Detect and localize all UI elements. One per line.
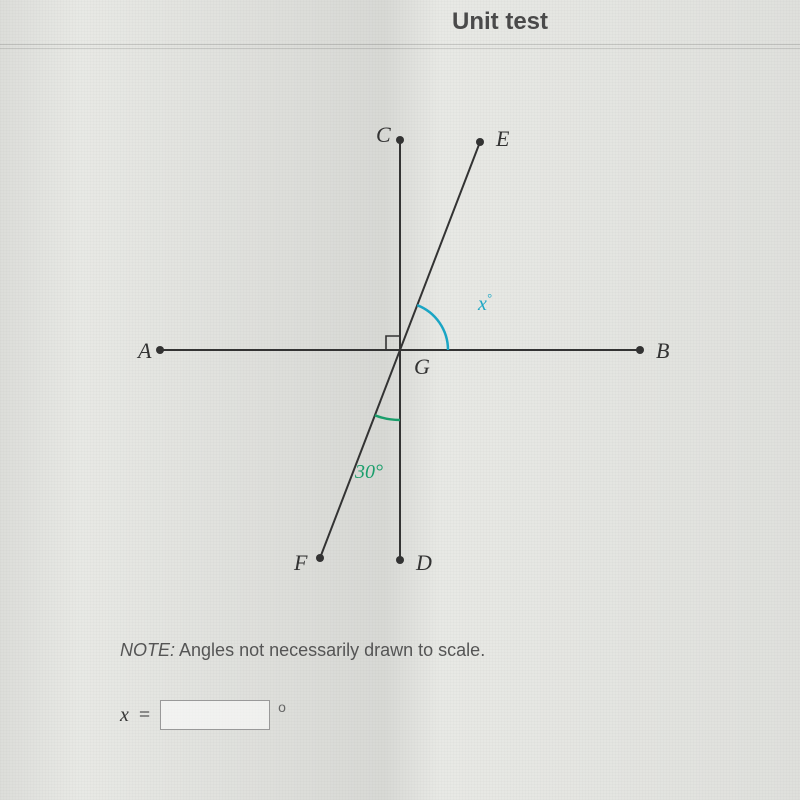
note-body: Angles not necessarily drawn to scale. [179, 640, 485, 660]
divider [0, 48, 800, 49]
answer-row: x = o [120, 700, 288, 730]
svg-text:C: C [376, 122, 391, 147]
page-header: Unit test [0, 0, 800, 48]
svg-text:A: A [136, 338, 152, 363]
degree-icon: o [278, 699, 286, 715]
svg-text:D: D [415, 550, 432, 575]
svg-text:x°: x° [477, 291, 492, 315]
geometry-diagram: x° 30° A B C D E F G [80, 60, 720, 640]
svg-text:E: E [495, 126, 510, 151]
svg-text:G: G [414, 354, 430, 379]
answer-equals: = [139, 704, 150, 727]
diagram-stage: x° 30° A B C D E F G [80, 60, 720, 640]
page-title: Unit test [452, 8, 548, 36]
svg-text:B: B [656, 338, 669, 363]
note-text: NOTE: Angles not necessarily drawn to sc… [120, 640, 485, 661]
divider [0, 44, 800, 45]
answer-variable: x [120, 704, 129, 727]
note-label: NOTE: [120, 640, 175, 660]
svg-text:F: F [293, 550, 308, 575]
svg-text:30°: 30° [354, 461, 383, 483]
answer-input[interactable] [160, 700, 270, 730]
